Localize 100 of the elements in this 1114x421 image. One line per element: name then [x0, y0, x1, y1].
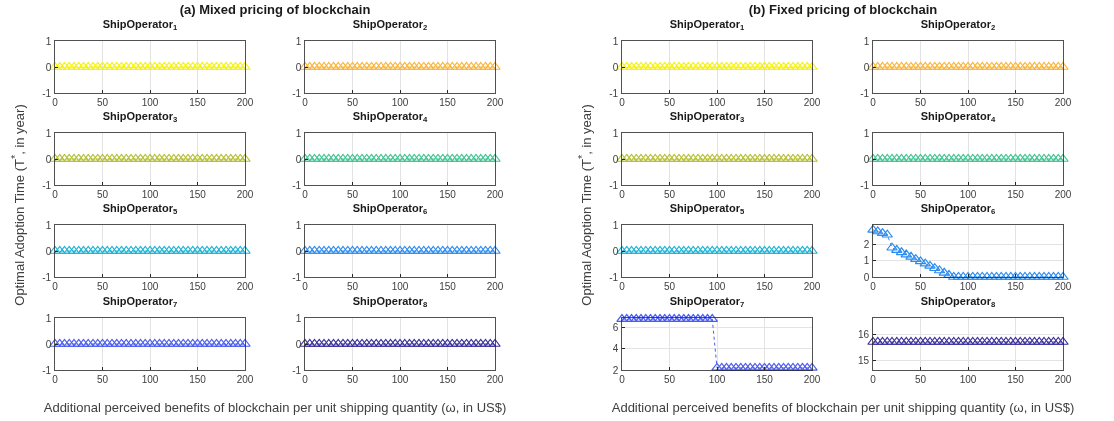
x-tick-label: 100 [391, 188, 409, 200]
x-tick-label: 150 [1007, 373, 1025, 385]
point [886, 242, 898, 251]
x-tick-label: 150 [1007, 280, 1025, 292]
chart-title: ShipOperator$_{8}$ [920, 294, 997, 309]
x-tick-label: 50 [346, 373, 359, 385]
x-tick-label: 100 [391, 280, 409, 292]
x-tick-label: 200 [803, 96, 821, 108]
x-tick-label: 100 [391, 373, 409, 385]
text: (a) Mixed pricing of blockchain [179, 2, 371, 17]
x-tick-label: 200 [803, 188, 821, 200]
x-tick-label: 200 [236, 280, 254, 292]
x-tick-label: 50 [96, 280, 109, 292]
y-tick-label: 0 [863, 271, 870, 283]
x-tick-label: 50 [914, 188, 927, 200]
y-tick-label: -1 [292, 364, 302, 376]
point [867, 224, 879, 233]
y-tick-label: 1 [863, 127, 870, 139]
y-tick-label: 0 [612, 61, 619, 73]
y-tick-label: 0 [45, 153, 52, 165]
chart-title: ShipOperator$_{5}$ [102, 201, 179, 216]
x-tick-label: 150 [756, 280, 774, 292]
x-tick-label: 50 [96, 96, 109, 108]
point [981, 271, 993, 280]
y-tick-label: -1 [42, 179, 52, 191]
x-tick-label: 200 [1054, 96, 1072, 108]
x-tick-label: 50 [914, 96, 927, 108]
y-tick-label: -1 [609, 87, 619, 99]
x-tick-label: 50 [96, 373, 109, 385]
x-tick-label: 50 [663, 280, 676, 292]
x-tick-label: 150 [439, 188, 457, 200]
y-tick-label: 1 [45, 312, 52, 324]
y-tick-label: -1 [292, 179, 302, 191]
chart-title: ShipOperator$_{6}$ [352, 201, 428, 216]
y-tick-label: 1 [295, 35, 302, 47]
y-tick-label: 1 [295, 219, 302, 231]
x-tick-label: 200 [236, 188, 254, 200]
chart-title: ShipOperator$_{3}$ [669, 109, 745, 124]
x-tick-label: 150 [439, 373, 457, 385]
y-tick-label: 0 [863, 61, 870, 73]
chart-title: ShipOperator$_{3}$ [102, 109, 178, 124]
chart-title: ShipOperator$_{8}$ [352, 294, 429, 309]
x-tick-label: 150 [756, 373, 774, 385]
x-tick-label: 50 [914, 280, 927, 292]
x-tick-label: 200 [486, 373, 504, 385]
y-tick-label: 4 [612, 343, 619, 355]
chart-title: ShipOperator$_{2}$ [352, 17, 428, 32]
x-tick-label: 100 [141, 96, 159, 108]
y-tick-label: 1 [45, 127, 52, 139]
x-tick-label: 50 [346, 96, 359, 108]
x-tick-label: 100 [959, 96, 977, 108]
x-tick-label: 100 [959, 188, 977, 200]
y-tick-label: -1 [42, 364, 52, 376]
y-tick-label: 1 [863, 35, 870, 47]
y-tick-label: -1 [42, 87, 52, 99]
point [943, 269, 955, 278]
x-tick-label: 200 [486, 188, 504, 200]
y-tick-label: 0 [45, 338, 52, 350]
point [1019, 271, 1031, 280]
x-tick-label: 150 [1007, 188, 1025, 200]
x-tick-label: 100 [141, 373, 159, 385]
y-tick-label: 0 [295, 61, 302, 73]
chart-title: ShipOperator$_{2}$ [920, 17, 996, 32]
text: (b) Fixed pricing of blockchain [748, 2, 938, 17]
y-tick-label: -1 [292, 271, 302, 283]
y-tick-label: 0 [45, 61, 52, 73]
x-tick-label: 50 [914, 373, 927, 385]
y-tick-label: 1 [863, 255, 870, 267]
y-tick-label: 0 [295, 245, 302, 257]
y-tick-label: -1 [860, 87, 870, 99]
x-tick-label: 150 [189, 188, 207, 200]
y-tick-label: 2 [863, 239, 870, 250]
x-tick-label: 100 [959, 280, 977, 292]
y-tick-label: 1 [612, 35, 619, 47]
x-tick-label: 200 [486, 280, 504, 292]
y-tick-label: -1 [292, 87, 302, 99]
point [924, 260, 936, 269]
x-tick-label: 200 [803, 373, 821, 385]
chart-title: ShipOperator$_{6}$ [920, 201, 996, 216]
x-tick-label: 50 [346, 280, 359, 292]
chart-title: ShipOperator$_{1}$ [102, 17, 179, 32]
x-tick-label: 50 [663, 188, 676, 200]
x-tick-label: 150 [439, 280, 457, 292]
x-tick-label: 150 [189, 96, 207, 108]
y-tick-label: 1 [295, 127, 302, 139]
x-tick-label: 100 [141, 188, 159, 200]
x-tick-label: 200 [803, 280, 821, 292]
x-tick-label: 150 [189, 280, 207, 292]
x-tick-label: 100 [959, 373, 977, 385]
x-tick-label: 150 [756, 188, 774, 200]
x-tick-label: 100 [141, 280, 159, 292]
x-axis-title: Additional perceived benefits of blockchain per unit shipping quantity (ω, in US$) [43, 400, 507, 415]
x-tick-label: 100 [708, 96, 726, 108]
x-tick-label: 50 [663, 373, 676, 385]
y-tick-label: 0 [45, 245, 52, 257]
point [962, 271, 974, 280]
chart-title: ShipOperator$_{4}$ [920, 109, 997, 124]
chart-title: ShipOperator$_{5}$ [669, 201, 746, 216]
y-tick-label: 1 [45, 219, 52, 231]
y-tick-label: 1 [612, 219, 619, 231]
